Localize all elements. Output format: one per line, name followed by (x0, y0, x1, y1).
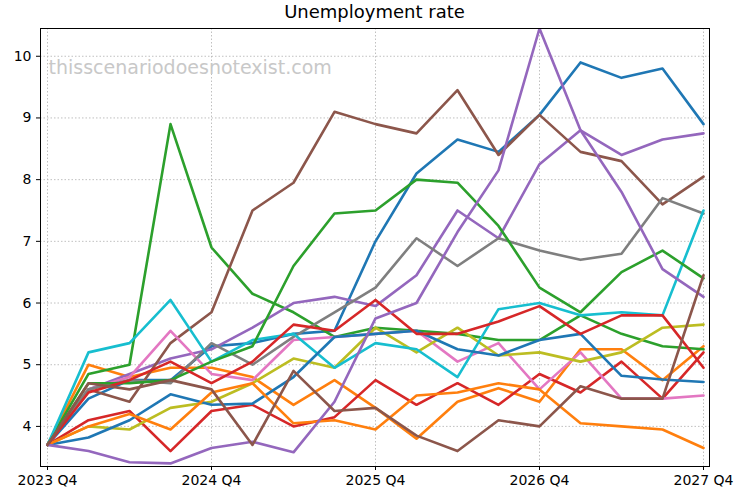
svg-text:5: 5 (23, 356, 32, 372)
svg-text:2027 Q4: 2027 Q4 (673, 472, 733, 488)
svg-text:4: 4 (23, 418, 32, 434)
svg-text:10: 10 (14, 48, 32, 64)
svg-text:7: 7 (23, 233, 32, 249)
svg-text:thisscenariodoesnotexist.com: thisscenariodoesnotexist.com (49, 56, 332, 78)
svg-text:8: 8 (23, 171, 32, 187)
html-text:Unemployment rate: Unemployment rate (284, 1, 465, 22)
svg-text:6: 6 (23, 295, 32, 311)
svg-text:9: 9 (23, 109, 32, 125)
svg-text:2024 Q4: 2024 Q4 (181, 472, 241, 488)
svg-text:2026 Q4: 2026 Q4 (509, 472, 569, 488)
svg-text:2025 Q4: 2025 Q4 (345, 472, 405, 488)
svg-text:2023 Q4: 2023 Q4 (17, 472, 77, 488)
